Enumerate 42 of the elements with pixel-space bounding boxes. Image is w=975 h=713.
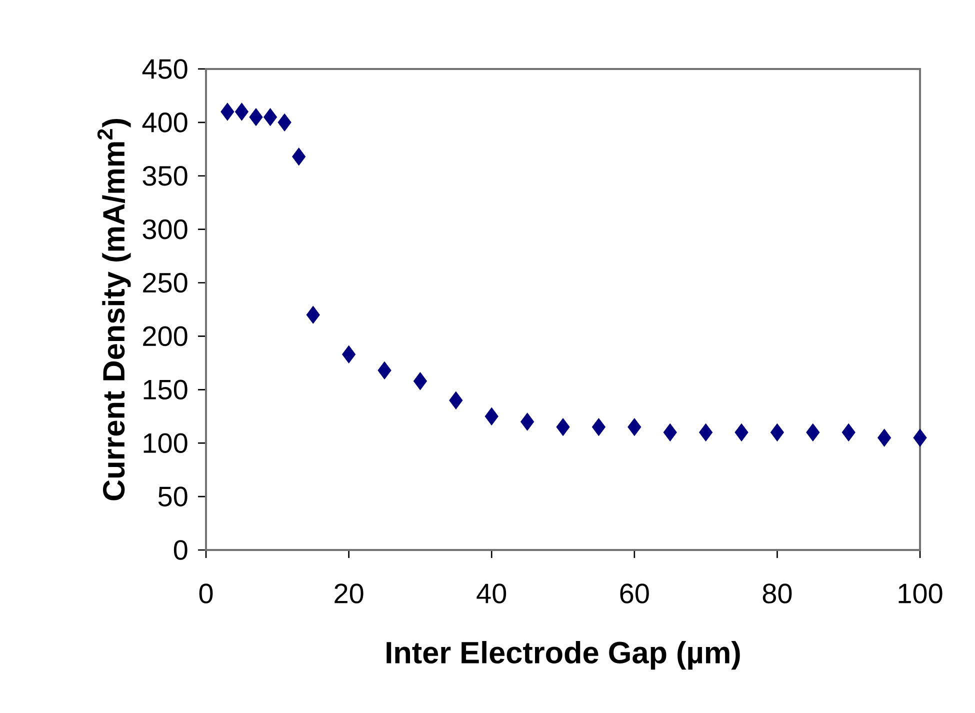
y-axis-title: Current Density (mA/mm$^{2}$) — [97, 118, 131, 500]
point — [413, 372, 427, 390]
point — [592, 418, 606, 436]
y-tick-label: 250 — [143, 272, 188, 293]
point — [342, 345, 356, 364]
point — [699, 423, 713, 442]
point — [484, 407, 498, 426]
point — [378, 361, 392, 380]
y-tick-label: 450 — [142, 59, 188, 79]
point — [913, 428, 927, 447]
y-tick-label: 350 — [142, 166, 188, 186]
point — [278, 113, 292, 132]
y-tick-label: 300 — [142, 219, 188, 240]
point — [556, 418, 570, 436]
x-tick-label: 60 — [620, 584, 649, 604]
y-tick-label: 400 — [142, 112, 188, 132]
y-tick-label: 50 — [158, 486, 188, 506]
point — [806, 423, 820, 442]
point — [734, 423, 748, 442]
x-tick-label: 20 — [334, 584, 364, 604]
x-tick-label: 100 — [898, 584, 942, 604]
point — [663, 423, 677, 442]
point — [292, 148, 306, 166]
point — [220, 102, 234, 121]
point — [306, 306, 320, 324]
point — [234, 102, 248, 121]
y-tick-label: 0 — [174, 540, 188, 560]
point — [249, 108, 263, 126]
point — [842, 423, 856, 442]
point — [520, 412, 534, 431]
point — [628, 418, 642, 436]
point — [878, 428, 892, 447]
x-tick-label: 0 — [199, 584, 213, 604]
x-tick-label: 80 — [762, 584, 792, 604]
y-tick-label: 100 — [144, 433, 188, 454]
point — [264, 108, 278, 126]
x-tick-label: 40 — [476, 584, 506, 604]
x-axis-title: Inter Electrode Gap (µm) — [386, 640, 740, 670]
y-tick-label: 200 — [143, 326, 188, 346]
y-tick-label: 150 — [144, 380, 188, 400]
point — [449, 391, 463, 410]
point — [770, 423, 784, 442]
